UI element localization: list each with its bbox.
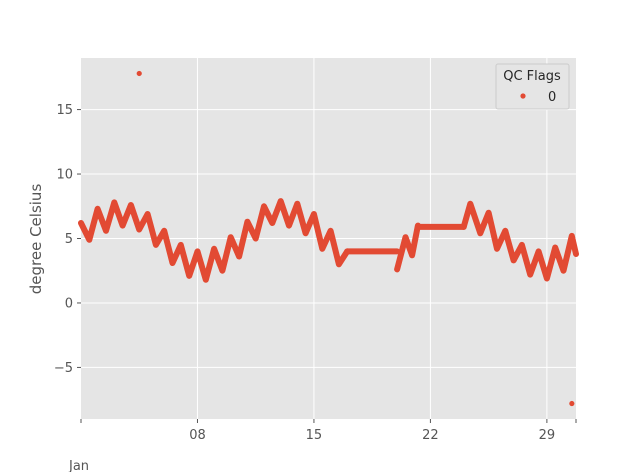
- axes: 15 10 5 0 −5 08 15 22 29: [54, 103, 577, 443]
- outlier-point: [136, 70, 142, 77]
- outlier-point: [569, 400, 575, 407]
- x-tick-label: 15: [306, 428, 323, 443]
- legend-marker: [520, 93, 526, 99]
- series-segment: [78, 198, 351, 283]
- legend-entry-label: 0: [548, 90, 556, 105]
- legend-box: [495, 63, 570, 110]
- x-tick-label: 29: [539, 428, 556, 443]
- y-tick-label: 5: [65, 232, 73, 247]
- x-tick-label: 08: [189, 428, 206, 443]
- series-segment: [460, 200, 579, 282]
- x-axis-sublabel: Jan: [68, 459, 89, 472]
- y-tick-label: 15: [56, 103, 73, 118]
- x-tick-label: 22: [422, 428, 439, 443]
- series-0: [78, 70, 579, 407]
- y-tick-label: −5: [54, 361, 73, 376]
- legend: QC Flags 0: [495, 63, 570, 110]
- y-axis-label: degree Celsius: [27, 184, 45, 295]
- legend-title: QC Flags: [503, 69, 561, 84]
- y-tick-label: 10: [56, 168, 73, 183]
- y-tick-label: 0: [65, 296, 73, 311]
- series-segment: [394, 222, 421, 273]
